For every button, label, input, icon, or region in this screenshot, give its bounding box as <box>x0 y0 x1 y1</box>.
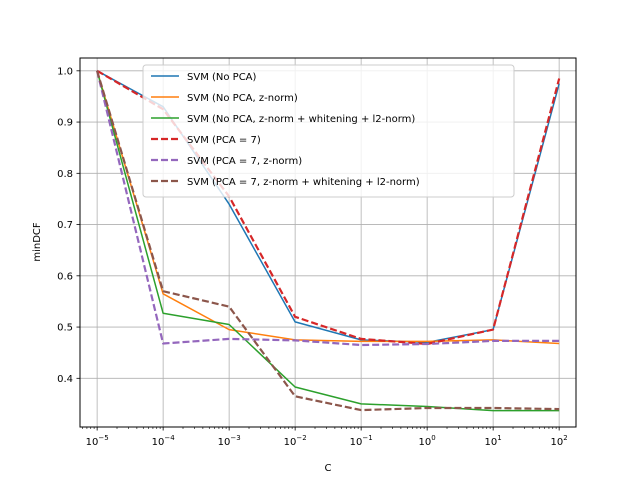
legend: SVM (No PCA) SVM (No PCA, z-norm) SVM (No … <box>142 64 515 198</box>
x-tick-label: 10−5 <box>86 434 109 448</box>
legend-label: SVM (No PCA, z-norm + whitening + l2-nor… <box>187 114 415 125</box>
y-axis-title: minDCF <box>32 222 43 262</box>
x-axis: 10−5 10−4 10−3 10−2 10−1 100 101 102 <box>82 427 568 448</box>
y-tick-label: 0.7 <box>57 220 73 231</box>
y-tick-label: 0.5 <box>57 323 73 334</box>
x-tick-label: 10−2 <box>284 434 307 448</box>
y-tick-label: 0.9 <box>57 118 73 129</box>
legend-label: SVM (No PCA, z-norm) <box>187 93 298 104</box>
x-tick-label: 100 <box>419 434 436 448</box>
axes-frame <box>79 57 577 428</box>
series-line <box>96 70 560 347</box>
x-tick-label: 10−3 <box>218 434 241 448</box>
y-tick-label: 0.4 <box>57 374 73 385</box>
x-tick-label: 10−1 <box>350 434 373 448</box>
x-tick-label: 101 <box>485 434 502 448</box>
series-line <box>96 70 560 412</box>
y-tick-label: 0.8 <box>57 169 73 180</box>
y-axis: 0.4 0.5 0.6 0.7 0.8 0.9 1.0 <box>57 66 80 385</box>
legend-label: SVM (PCA = 7, z-norm) <box>187 156 302 167</box>
x-tick-label: 10−4 <box>152 434 176 448</box>
legend-label: SVM (PCA = 7) <box>187 135 261 146</box>
legend-label: SVM (No PCA) <box>187 72 257 83</box>
series-line <box>96 70 560 412</box>
series-line <box>96 70 560 345</box>
y-tick-label: 0.6 <box>57 271 73 282</box>
legend-box <box>142 64 515 198</box>
legend-label: SVM (PCA = 7, z-norm + whitening + l2-no… <box>187 177 420 188</box>
x-tick-label: 102 <box>551 434 568 448</box>
y-tick-label: 1.0 <box>57 66 73 77</box>
x-axis-title: C <box>325 463 332 474</box>
